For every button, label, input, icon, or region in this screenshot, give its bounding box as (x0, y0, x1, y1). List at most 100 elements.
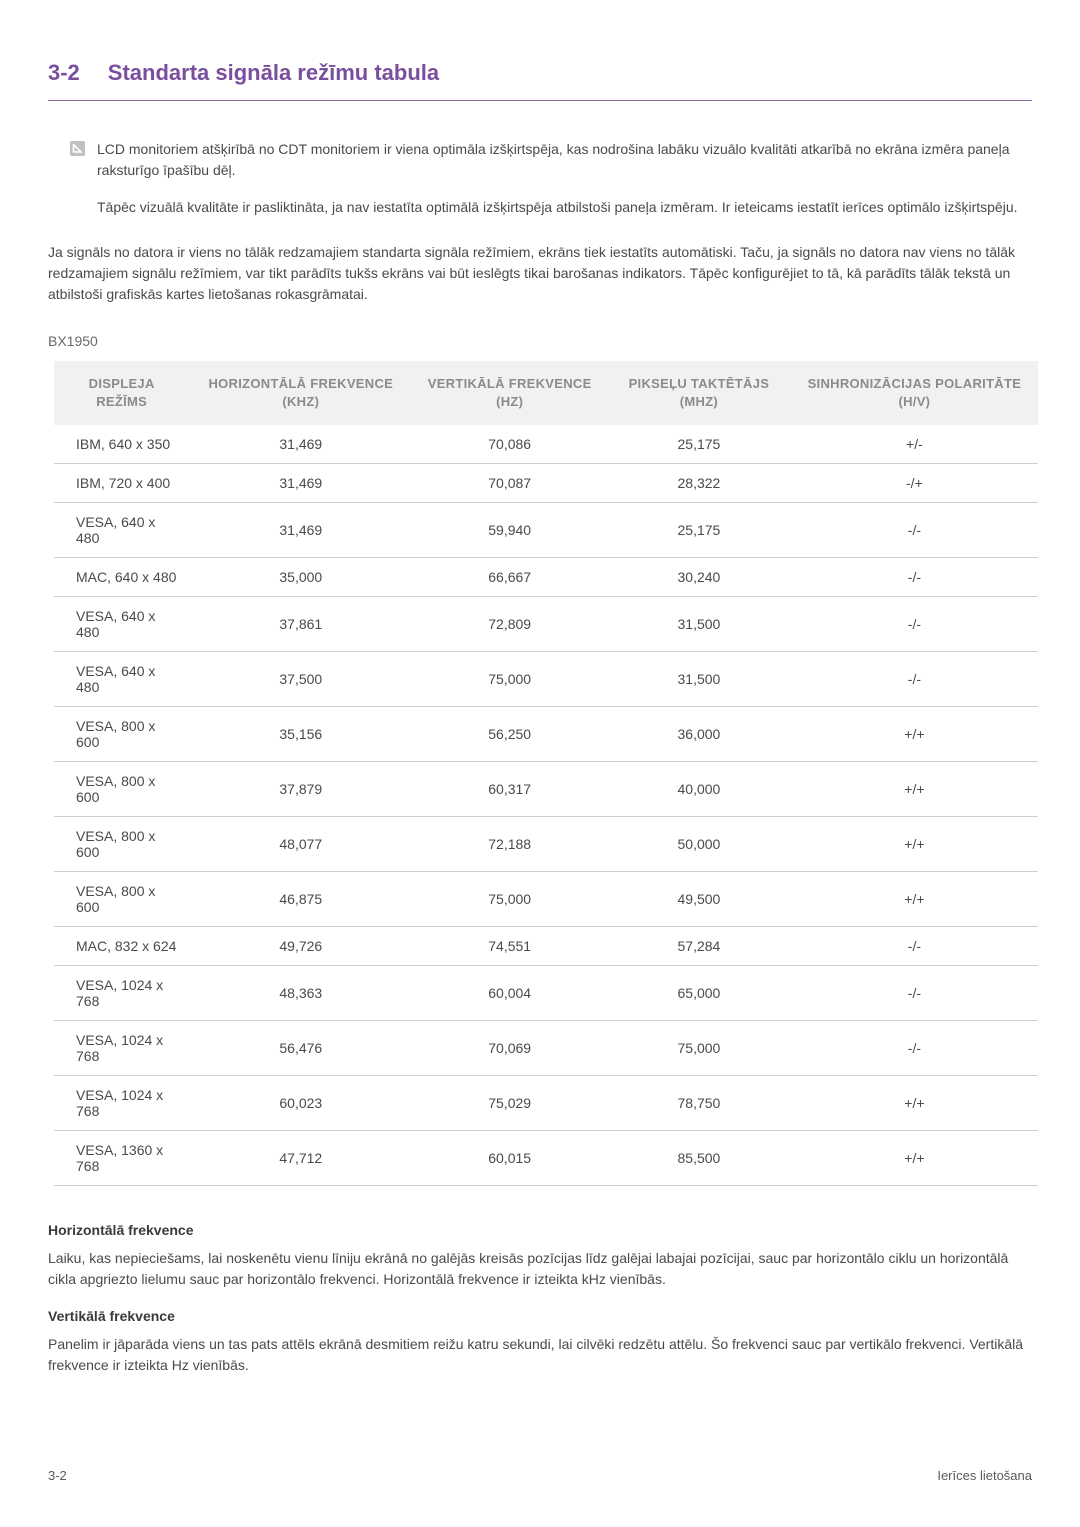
table-cell: 28,322 (607, 464, 791, 503)
table-row: VESA, 640 x 48031,46959,94025,175-/- (54, 503, 1038, 558)
table-cell: -/- (791, 558, 1038, 597)
table-cell: 59,940 (412, 503, 607, 558)
table-cell: -/- (791, 652, 1038, 707)
table-cell: 60,317 (412, 762, 607, 817)
table-cell: 50,000 (607, 817, 791, 872)
table-cell: 48,363 (189, 966, 412, 1021)
table-cell: 31,500 (607, 597, 791, 652)
main-paragraph: Ja signāls no datora ir viens no tālāk r… (48, 242, 1032, 305)
table-cell: +/+ (791, 872, 1038, 927)
section-title: Standarta signāla režīmu tabula (108, 60, 439, 86)
table-cell: VESA, 1024 x 768 (54, 966, 189, 1021)
table-cell: 56,250 (412, 707, 607, 762)
table-row: VESA, 1024 x 76856,47670,06975,000-/- (54, 1021, 1038, 1076)
table-cell: VESA, 800 x 600 (54, 707, 189, 762)
table-cell: 72,188 (412, 817, 607, 872)
table-cell: 70,069 (412, 1021, 607, 1076)
table-cell: -/+ (791, 464, 1038, 503)
table-row: VESA, 640 x 48037,50075,00031,500-/- (54, 652, 1038, 707)
table-row: VESA, 1024 x 76848,36360,00465,000-/- (54, 966, 1038, 1021)
table-cell: 48,077 (189, 817, 412, 872)
table-row: IBM, 640 x 35031,46970,08625,175+/- (54, 425, 1038, 464)
table-cell: 46,875 (189, 872, 412, 927)
table-cell: +/- (791, 425, 1038, 464)
table-cell: 74,551 (412, 927, 607, 966)
table-row: VESA, 800 x 60046,87575,00049,500+/+ (54, 872, 1038, 927)
note-icon (70, 141, 85, 156)
table-cell: -/- (791, 1021, 1038, 1076)
table-cell: 49,726 (189, 927, 412, 966)
page-footer: 3-2 Ierīces lietošana (48, 1468, 1032, 1483)
table-cell: 56,476 (189, 1021, 412, 1076)
definition-v-text: Panelim ir jāparāda viens un tas pats at… (48, 1334, 1032, 1376)
table-row: VESA, 1024 x 76860,02375,02978,750+/+ (54, 1076, 1038, 1131)
table-cell: 78,750 (607, 1076, 791, 1131)
table-row: VESA, 1360 x 76847,71260,01585,500+/+ (54, 1131, 1038, 1186)
table-cell: 65,000 (607, 966, 791, 1021)
table-cell: +/+ (791, 1131, 1038, 1186)
table-cell: 60,004 (412, 966, 607, 1021)
note-text-1: LCD monitoriem atšķirībā no CDT monitori… (97, 139, 1032, 181)
table-cell: 36,000 (607, 707, 791, 762)
table-cell: VESA, 1024 x 768 (54, 1076, 189, 1131)
table-cell: 35,000 (189, 558, 412, 597)
table-cell: 49,500 (607, 872, 791, 927)
table-cell: 31,500 (607, 652, 791, 707)
table-cell: +/+ (791, 707, 1038, 762)
table-cell: 40,000 (607, 762, 791, 817)
table-cell: 70,086 (412, 425, 607, 464)
table-row: VESA, 800 x 60035,15656,25036,000+/+ (54, 707, 1038, 762)
table-cell: 57,284 (607, 927, 791, 966)
table-header-mode: DISPLEJA REŽĪMS (54, 361, 189, 425)
table-cell: -/- (791, 597, 1038, 652)
table-cell: -/- (791, 503, 1038, 558)
definitions-block: Horizontālā frekvence Laiku, kas nepieci… (48, 1222, 1032, 1376)
section-header: 3-2 Standarta signāla režīmu tabula (48, 60, 1032, 101)
table-cell: MAC, 640 x 480 (54, 558, 189, 597)
definition-h-title: Horizontālā frekvence (48, 1222, 1032, 1238)
signal-mode-table: DISPLEJA REŽĪMS HORIZONTĀLĀ FREKVENCE (K… (54, 361, 1038, 1186)
definition-h-text: Laiku, kas nepieciešams, lai noskenētu v… (48, 1248, 1032, 1290)
table-header-pixel: PIKSEĻU TAKTĒTĀJS (MHZ) (607, 361, 791, 425)
table-cell: 37,500 (189, 652, 412, 707)
table-header-vfreq: VERTIKĀLĀ FREKVENCE (HZ) (412, 361, 607, 425)
table-row: MAC, 832 x 62449,72674,55157,284-/- (54, 927, 1038, 966)
table-cell: 85,500 (607, 1131, 791, 1186)
table-cell: -/- (791, 927, 1038, 966)
table-cell: 47,712 (189, 1131, 412, 1186)
model-label: BX1950 (48, 333, 1032, 349)
table-header-hfreq: HORIZONTĀLĀ FREKVENCE (KHZ) (189, 361, 412, 425)
section-number: 3-2 (48, 60, 80, 86)
table-cell: VESA, 640 x 480 (54, 503, 189, 558)
table-row: MAC, 640 x 48035,00066,66730,240-/- (54, 558, 1038, 597)
table-cell: IBM, 640 x 350 (54, 425, 189, 464)
table-cell: 25,175 (607, 425, 791, 464)
table-cell: -/- (791, 966, 1038, 1021)
table-row: VESA, 800 x 60037,87960,31740,000+/+ (54, 762, 1038, 817)
table-cell: +/+ (791, 817, 1038, 872)
table-cell: MAC, 832 x 624 (54, 927, 189, 966)
table-cell: VESA, 800 x 600 (54, 762, 189, 817)
note-block: LCD monitoriem atšķirībā no CDT monitori… (70, 139, 1032, 218)
table-cell: 30,240 (607, 558, 791, 597)
table-cell: 75,000 (412, 652, 607, 707)
table-cell: 60,015 (412, 1131, 607, 1186)
table-cell: 35,156 (189, 707, 412, 762)
table-cell: VESA, 800 x 600 (54, 817, 189, 872)
table-cell: +/+ (791, 762, 1038, 817)
table-cell: 37,861 (189, 597, 412, 652)
table-cell: 72,809 (412, 597, 607, 652)
table-row: VESA, 640 x 48037,86172,80931,500-/- (54, 597, 1038, 652)
table-cell: 70,087 (412, 464, 607, 503)
table-cell: 31,469 (189, 425, 412, 464)
table-row: VESA, 800 x 60048,07772,18850,000+/+ (54, 817, 1038, 872)
table-header-sync: SINHRONIZĀCIJAS POLARITĀTE (H/V) (791, 361, 1038, 425)
table-cell: 31,469 (189, 464, 412, 503)
table-cell: IBM, 720 x 400 (54, 464, 189, 503)
table-row: IBM, 720 x 40031,46970,08728,322-/+ (54, 464, 1038, 503)
table-cell: 75,000 (412, 872, 607, 927)
table-cell: 60,023 (189, 1076, 412, 1131)
footer-left: 3-2 (48, 1468, 67, 1483)
table-cell: 75,000 (607, 1021, 791, 1076)
definition-v-title: Vertikālā frekvence (48, 1308, 1032, 1324)
